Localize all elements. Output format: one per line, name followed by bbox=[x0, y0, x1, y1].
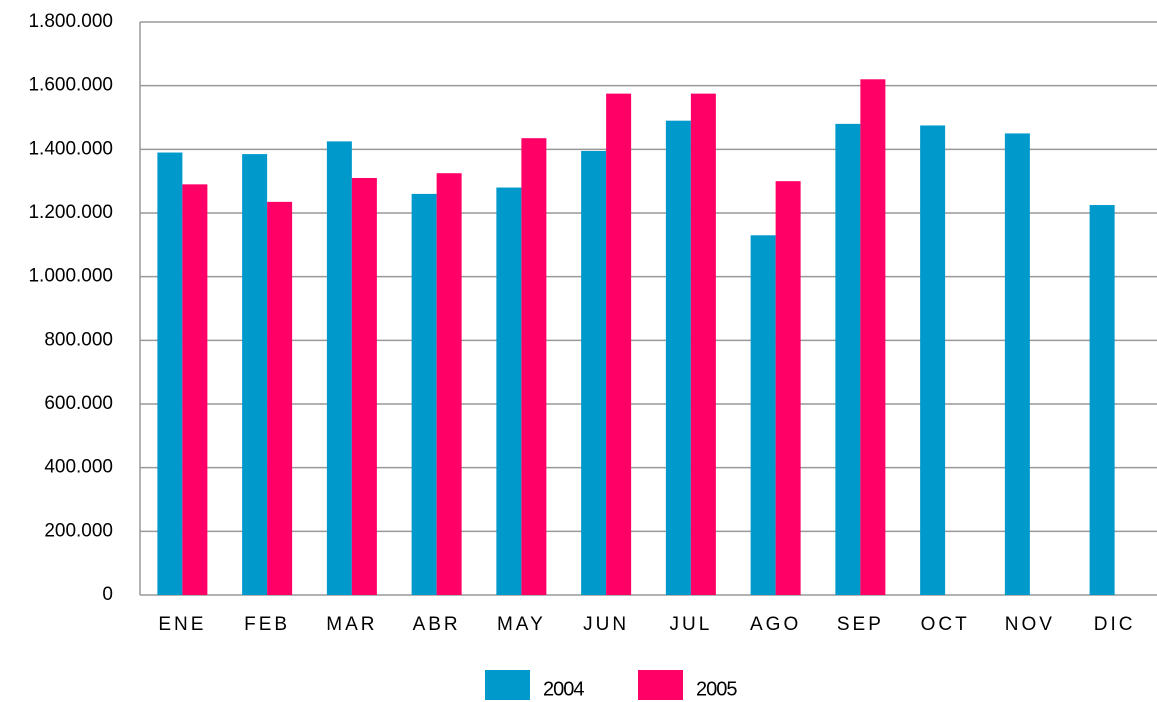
y-tick-label: 200.000 bbox=[44, 520, 113, 541]
x-tick-label: FEB bbox=[244, 614, 290, 635]
bar bbox=[1089, 205, 1115, 595]
y-tick-label: 0 bbox=[102, 584, 113, 605]
x-tick-label: ABR bbox=[413, 614, 461, 635]
legend-label: 2004 bbox=[543, 678, 584, 700]
x-tick-label: JUL bbox=[669, 614, 712, 635]
x-tick-label: ENE bbox=[158, 614, 206, 635]
bar bbox=[521, 138, 547, 596]
x-tick-label: SEP bbox=[837, 614, 884, 635]
bar bbox=[750, 235, 776, 596]
bar bbox=[411, 193, 437, 595]
legend-swatch bbox=[638, 670, 683, 700]
bar bbox=[267, 201, 293, 595]
bar bbox=[157, 152, 183, 595]
bar bbox=[690, 93, 716, 595]
bar bbox=[606, 93, 632, 595]
y-tick-label: 1.800.000 bbox=[28, 11, 113, 32]
bar bbox=[581, 150, 607, 596]
bar bbox=[182, 184, 208, 595]
bar bbox=[351, 177, 377, 595]
bar bbox=[920, 125, 946, 595]
y-tick-label: 600.000 bbox=[44, 393, 113, 414]
bar bbox=[835, 123, 861, 595]
x-tick-label: OCT bbox=[921, 614, 970, 635]
bar bbox=[775, 181, 801, 595]
bar bbox=[436, 173, 462, 596]
bar bbox=[242, 154, 268, 595]
x-tick-label: MAY bbox=[497, 614, 546, 635]
bar bbox=[326, 141, 352, 595]
y-tick-label: 1.000.000 bbox=[28, 266, 113, 287]
bar bbox=[1004, 133, 1030, 595]
x-tick-label: NOV bbox=[1005, 614, 1055, 635]
bar bbox=[665, 120, 691, 595]
x-tick-label: JUN bbox=[583, 614, 629, 635]
x-tick-label: AGO bbox=[750, 614, 801, 635]
y-tick-label: 1.600.000 bbox=[28, 75, 113, 96]
bar bbox=[860, 79, 886, 596]
x-tick-label: MAR bbox=[326, 614, 377, 635]
y-tick-label: 400.000 bbox=[44, 457, 113, 478]
y-tick-label: 1.200.000 bbox=[28, 202, 113, 223]
bar bbox=[496, 187, 522, 596]
legend-label: 2005 bbox=[696, 678, 737, 700]
legend-swatch bbox=[485, 670, 530, 700]
y-tick-label: 1.400.000 bbox=[28, 138, 113, 159]
x-tick-label: DIC bbox=[1094, 614, 1136, 635]
y-tick-label: 800.000 bbox=[44, 329, 113, 350]
